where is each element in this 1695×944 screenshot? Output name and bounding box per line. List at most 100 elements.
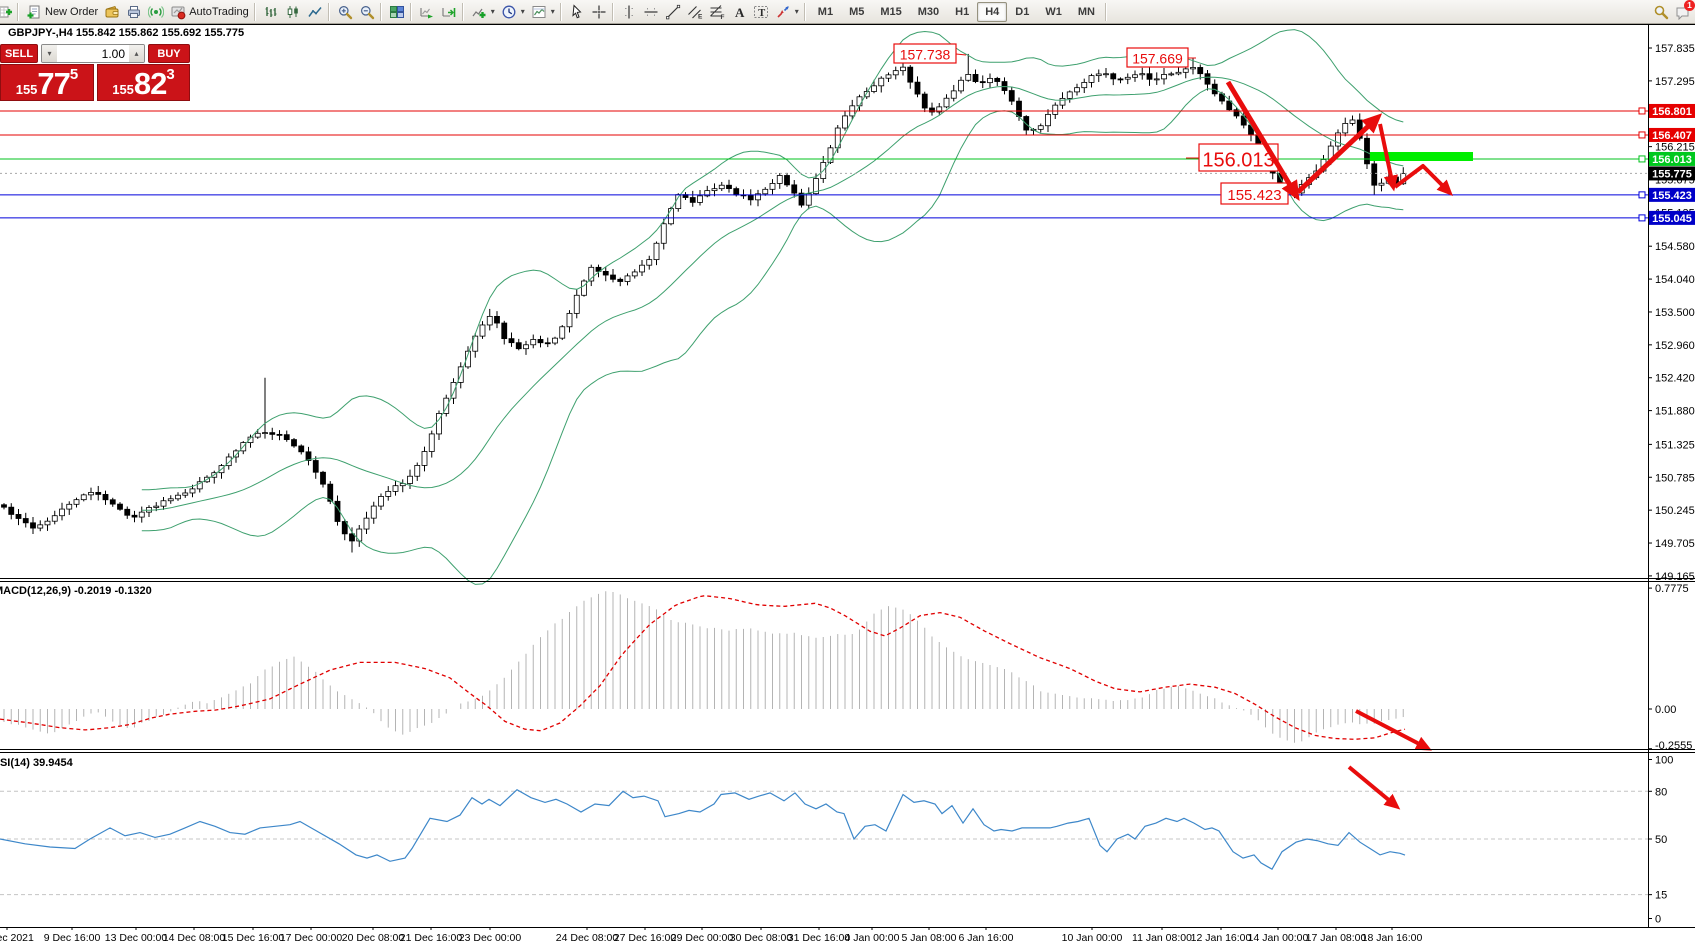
price-annotation-text: 156.013 [1202,150,1274,172]
wallet-button[interactable] [101,1,123,23]
hline-handle[interactable] [1638,107,1646,115]
new-order-button[interactable]: New Order [23,1,101,23]
arrows-tool[interactable]: ▾ [772,1,802,23]
cursor-tool-button[interactable] [566,1,588,23]
timeframe-m1-button[interactable]: M1 [817,5,834,18]
chevron-down-icon[interactable]: ▾ [794,7,799,16]
volume-decrease-button[interactable]: ▾ [42,45,57,62]
price-tick-153.500: 153.500 [1655,307,1695,319]
timeframe-m30-button[interactable]: M30 [917,5,940,18]
timeframe-d1-button[interactable]: D1 [1015,5,1030,18]
zoom-out-button[interactable] [356,1,378,23]
rsi-pane: RSI(14) 39.9454 [0,757,1648,896]
vertical-line-tool[interactable] [618,1,640,23]
trendline-icon [665,4,681,20]
broadcast-button[interactable] [145,1,167,23]
hline-handle[interactable] [1638,214,1646,222]
price-annotation-text: 157.669 [1132,51,1183,67]
price-tick-152.960: 152.960 [1655,340,1695,352]
time-label: 27 Dec 16:00 [614,932,677,944]
price-tick-151.325: 151.325 [1655,439,1695,451]
tile-windows-button[interactable] [386,1,408,23]
fibo-icon: F [709,4,725,20]
search-icon[interactable] [1653,4,1669,20]
buy-price-panel[interactable]: 155 82 3 [96,64,190,101]
hline-handle[interactable] [1638,191,1646,199]
hline-handle[interactable] [1638,131,1646,139]
timeframe-m5-button[interactable]: M5 [849,5,865,18]
timeframe-h1-button[interactable]: H1 [955,5,970,18]
volume-input[interactable] [57,45,129,62]
sell-button[interactable]: SELL [0,44,38,63]
hline-price-label [1649,103,1695,118]
new-chart-button[interactable] [0,1,15,23]
zoom-in-button[interactable] [334,1,356,23]
price-axis[interactable]: 157.835157.295156.755156.215155.675155.1… [1648,43,1695,926]
toolbar-group-7 [564,0,616,24]
sell-price-panel[interactable]: 155 77 5 [0,64,94,101]
buy-button[interactable]: BUY [148,44,190,63]
time-label: 14 Jan 00:00 [1248,932,1309,944]
volume-increase-button[interactable]: ▴ [129,45,144,62]
timeframe-m15-button[interactable]: M15 [880,5,902,18]
trendline-tool[interactable] [662,1,684,23]
bollinger-upper-band[interactable] [141,29,1404,491]
price-tick-156.215: 156.215 [1655,142,1695,154]
text-label-tool[interactable]: T [750,1,772,23]
chevron-down-icon[interactable]: ▾ [520,7,525,16]
bar-chart-button[interactable] [260,1,282,23]
channel-tool[interactable]: E [684,1,706,23]
pane-borders [0,24,1695,928]
svg-text:155.423: 155.423 [1652,190,1692,202]
timeframe-h4-button[interactable]: H4 [977,1,1008,22]
horizontal-line-tool[interactable] [640,1,662,23]
trend-arrow[interactable] [1393,164,1453,196]
timeframe-w1-button[interactable]: W1 [1045,5,1062,18]
trend-arrow[interactable] [1355,709,1432,751]
templates-button[interactable]: ▾ [528,1,558,23]
timeframe-mn-button[interactable]: MN [1077,5,1095,18]
trend-arrow[interactable] [1225,80,1300,201]
chevron-down-icon[interactable]: ▾ [490,7,495,16]
indicators-button[interactable]: ▾ [468,1,498,23]
hline-handle[interactable] [1638,155,1646,163]
auto-scroll-button[interactable] [416,1,438,23]
candles-icon [285,4,301,20]
time-label: 11 Jan 08:00 [1132,932,1192,944]
trend-arrow[interactable] [1378,123,1398,192]
candlestick-chart-button[interactable] [282,1,304,23]
time-label: 9 Dec 16:00 [44,932,101,944]
shapes-icon [775,4,791,20]
trend-arrow[interactable] [1296,113,1383,194]
rsi-tick-0: 0 [1655,914,1661,926]
sell-price-sup: 5 [69,66,79,83]
periods-button[interactable]: ▾ [498,1,528,23]
print-button[interactable] [123,1,145,23]
text-tool[interactable]: A [728,1,750,23]
grid-plus-icon [0,4,12,20]
chevron-down-icon[interactable]: ▾ [550,7,555,16]
price-annotation-box[interactable] [1126,47,1189,68]
crosshair-tool-button[interactable] [588,1,610,23]
price-tick-154.580: 154.580 [1655,241,1695,253]
macd-label: MACD(12,26,9) -0.2019 -0.1320 [0,585,152,597]
price-tick-157.835: 157.835 [1655,43,1695,55]
autotrading-button[interactable]: AutoTrading [167,1,252,23]
chart-shift-button[interactable] [438,1,460,23]
line-chart-button[interactable] [304,1,326,23]
bollinger-lower-band[interactable] [141,88,1404,585]
template-icon [531,4,547,20]
text-a-icon: A [731,4,747,20]
price-annotation-box[interactable] [893,43,957,64]
bollinger-middle-band[interactable] [141,76,1404,511]
chat-icon[interactable]: 1 [1675,0,1695,20]
green-zone-rect[interactable] [1370,152,1473,161]
rsi-tick-15: 15 [1655,890,1667,902]
trend-arrow[interactable] [1347,765,1401,810]
hline-icon [643,4,659,20]
price-annotation-box[interactable] [1198,143,1279,172]
fibonacci-tool[interactable]: F [706,1,728,23]
doc-plus-icon [26,4,42,20]
